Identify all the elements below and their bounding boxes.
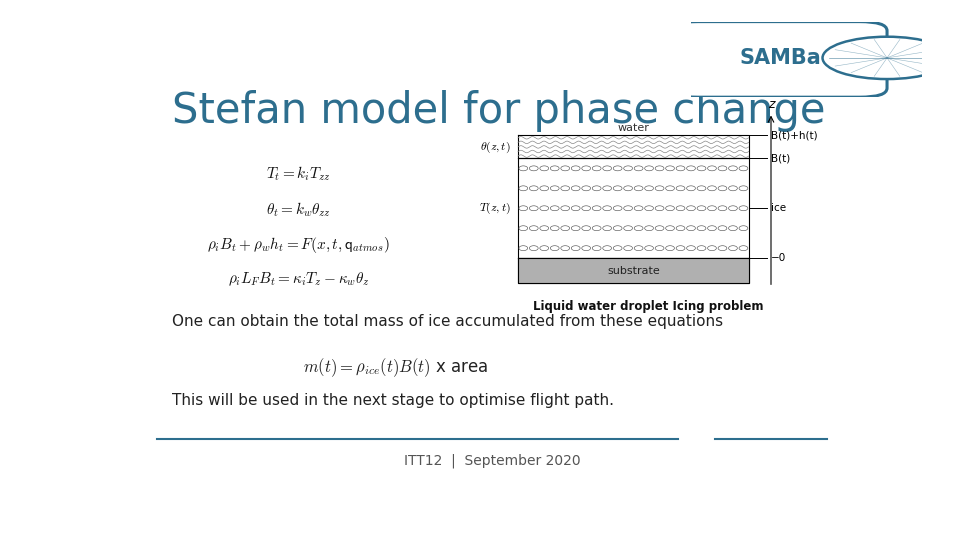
Text: $T_t = k_i T_{zz}$: $T_t = k_i T_{zz}$	[266, 165, 331, 183]
Text: −0: −0	[771, 253, 786, 263]
Circle shape	[823, 37, 951, 79]
Text: substrate: substrate	[607, 266, 660, 275]
Text: B(t)+h(t): B(t)+h(t)	[771, 131, 818, 140]
Text: One can obtain the total mass of ice accumulated from these equations: One can obtain the total mass of ice acc…	[172, 314, 723, 329]
Text: $\theta(z,t)$: $\theta(z,t)$	[480, 139, 511, 154]
Text: ITT12  |  September 2020: ITT12 | September 2020	[404, 454, 580, 468]
FancyBboxPatch shape	[670, 22, 887, 97]
Text: $\rho_i L_F B_t = \kappa_i T_z - \kappa_w \theta_z$: $\rho_i L_F B_t = \kappa_i T_z - \kappa_…	[228, 271, 370, 288]
Text: $T(z,t)$: $T(z,t)$	[478, 201, 511, 216]
Text: Liquid water droplet Icing problem: Liquid water droplet Icing problem	[533, 300, 763, 313]
Text: Stefan model for phase change: Stefan model for phase change	[172, 90, 826, 132]
Text: B(t): B(t)	[771, 153, 790, 164]
Text: SAMBa: SAMBa	[739, 48, 821, 68]
Text: This will be used in the next stage to optimise flight path.: This will be used in the next stage to o…	[172, 393, 614, 408]
Text: $\theta_t = k_w \theta_{zz}$: $\theta_t = k_w \theta_{zz}$	[266, 200, 331, 219]
Text: ice: ice	[771, 203, 786, 213]
Text: $m(t) = \rho_{ice}(t)B(t)$ x area: $m(t) = \rho_{ice}(t)B(t)$ x area	[302, 356, 488, 379]
Bar	[518, 258, 749, 283]
Text: z: z	[768, 98, 775, 111]
Text: water: water	[617, 124, 649, 133]
Text: $\rho_i B_t + \rho_w h_t = F(x,t,\mathsf{q}_{atmos})$: $\rho_i B_t + \rho_w h_t = F(x,t,\mathsf…	[207, 235, 390, 255]
